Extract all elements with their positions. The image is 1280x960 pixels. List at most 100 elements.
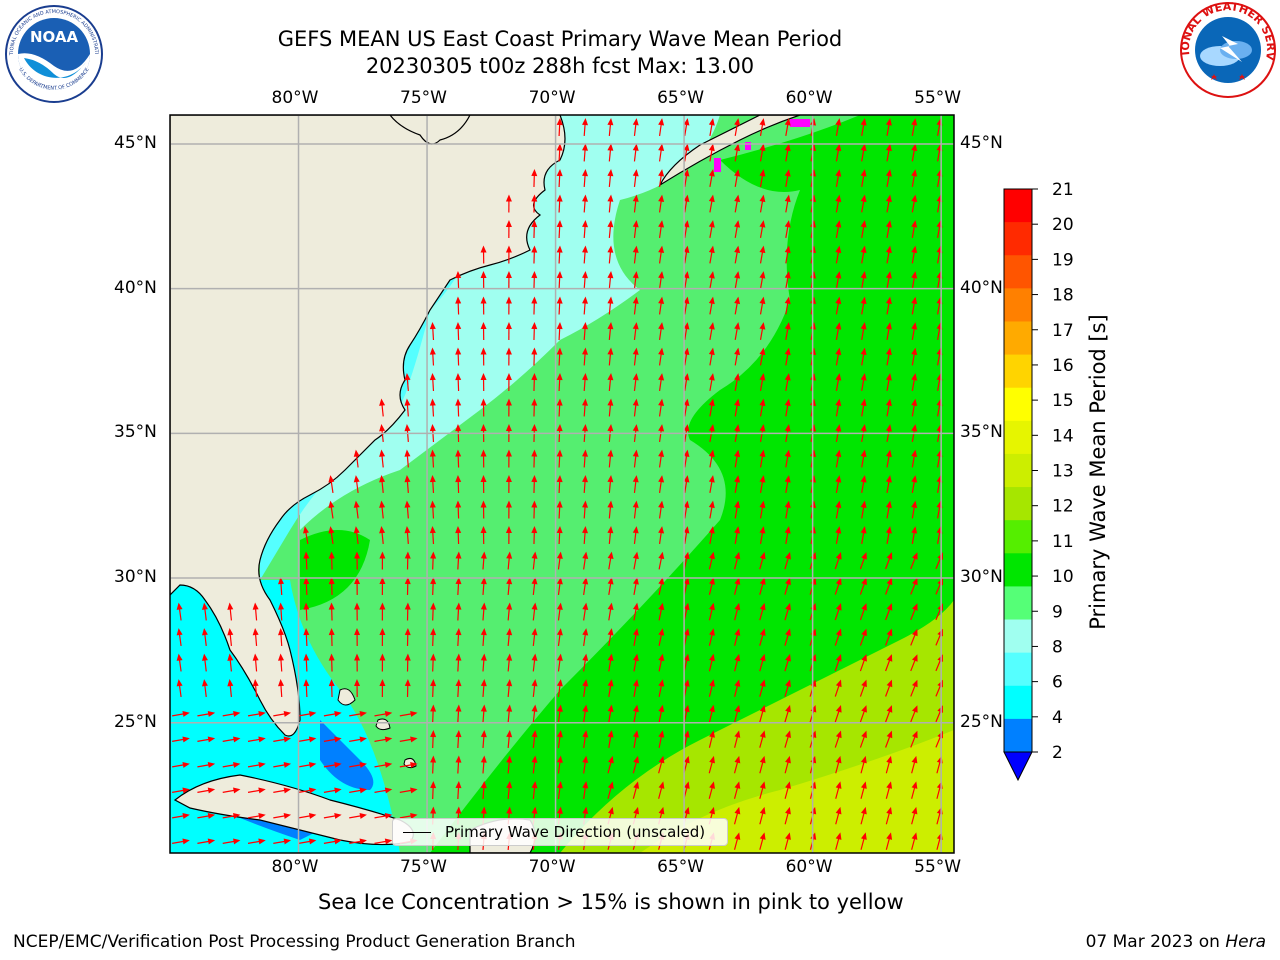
colorbar-segment [1004, 420, 1032, 455]
wave-arrow [430, 653, 437, 672]
wave-arrow [480, 628, 487, 647]
wave-arrow [354, 602, 361, 621]
wave-arrow [632, 781, 640, 799]
lon-label-bottom: 55°W [914, 857, 962, 877]
wave-arrow [429, 373, 436, 392]
colorbar-segment [1004, 453, 1032, 488]
wave-arrow [911, 347, 918, 366]
wave-arrow [455, 271, 462, 290]
wave-arrow [556, 475, 563, 494]
wave-arrow [759, 806, 766, 825]
wave-arrow [349, 813, 367, 819]
wave-arrow [455, 730, 462, 749]
wave-arrow [506, 551, 513, 570]
wave-arrow [531, 475, 538, 494]
colorbar-tick-label: 18 [1052, 286, 1074, 306]
wave-arrow [859, 679, 867, 697]
wave-arrow [708, 628, 715, 646]
wave-arrow [222, 711, 241, 717]
wave-arrow [531, 271, 538, 290]
wave-arrow [379, 449, 386, 468]
colorbar: 21 20 19 18 17 16 15 14 13 12 11 10 9 8 6 4 2 [1003, 180, 1074, 782]
wave-arrow [429, 347, 436, 366]
wave-arrow [835, 373, 842, 391]
wave-arrow [911, 475, 918, 493]
wave-arrow [784, 194, 791, 213]
colorbar-segment [1004, 718, 1032, 753]
wave-arrow [506, 704, 513, 723]
wave-arrow [506, 730, 513, 749]
wave-arrow [480, 781, 487, 800]
wave-arrow [201, 679, 208, 698]
wave-arrow [911, 449, 918, 468]
wave-arrow [222, 736, 241, 743]
wave-arrow [885, 628, 893, 646]
wave-arrow [683, 322, 690, 340]
wave-arrow [429, 322, 436, 341]
lat-label-left: 30°N [114, 567, 157, 588]
wave-arrow [582, 577, 589, 596]
wave-arrow [734, 628, 741, 646]
wave-arrow [197, 736, 216, 743]
wave-arrow [759, 602, 766, 621]
wave-arrow [607, 194, 614, 213]
wave-arrow [683, 628, 690, 646]
wave-arrow [734, 194, 741, 213]
wave-arrow [273, 762, 292, 768]
wave-arrow [834, 679, 842, 697]
wave-arrow [910, 603, 918, 621]
wave-arrow [885, 475, 892, 493]
wave-arrow [860, 347, 867, 366]
wave-arrow [885, 832, 893, 850]
wave-arrow [734, 526, 741, 544]
wave-arrow [734, 577, 741, 595]
wave-arrow [683, 500, 690, 519]
wave-arrow [708, 271, 715, 289]
wave-arrow [911, 118, 918, 136]
wave-arrow [759, 704, 766, 723]
wave-arrow [911, 832, 918, 850]
wave-arrow [885, 449, 892, 468]
wave-arrow [328, 602, 335, 621]
wave-arrow [759, 271, 766, 289]
wave-arrow [734, 704, 741, 723]
wave-arrow [860, 194, 867, 213]
wave-arrow [455, 602, 462, 621]
wave-arrow [353, 475, 360, 494]
wave-arrow [506, 653, 513, 672]
wave-arrow [835, 475, 842, 493]
wave-arrow [683, 602, 690, 621]
wave-arrow [708, 755, 715, 774]
wave-arrow [404, 526, 411, 545]
wave-arrow [455, 577, 462, 596]
wave-arrow [298, 838, 317, 845]
colorbar-segment [1004, 553, 1032, 587]
wave-arrow [582, 143, 589, 162]
wave-arrow [582, 679, 589, 698]
wave-arrow [860, 143, 867, 162]
wave-arrow [582, 220, 589, 239]
wave-arrow [683, 449, 690, 468]
wave-arrow [834, 552, 842, 570]
wave-arrow [733, 806, 741, 825]
wave-arrow [582, 526, 589, 545]
wave-arrow [252, 602, 259, 621]
wave-arrow [759, 169, 766, 187]
wave-arrow [607, 577, 614, 595]
wave-arrow [505, 322, 512, 341]
wave-arrow [404, 475, 411, 494]
wave-arrow [323, 736, 342, 743]
colorbar-tick-label: 21 [1052, 180, 1074, 200]
lat-label-left: 25°N [114, 711, 157, 732]
wave-arrow [759, 628, 766, 646]
wave-arrow [429, 500, 436, 519]
wave-arrow [273, 838, 292, 845]
wave-arrow [480, 296, 487, 315]
map-area [170, 115, 954, 853]
wave-arrow [733, 755, 741, 774]
wave-arrow [197, 787, 216, 794]
wave-arrow [784, 143, 791, 162]
wave-arrow [506, 755, 513, 774]
wave-arrow [632, 526, 639, 545]
wave-arrow [911, 194, 918, 213]
